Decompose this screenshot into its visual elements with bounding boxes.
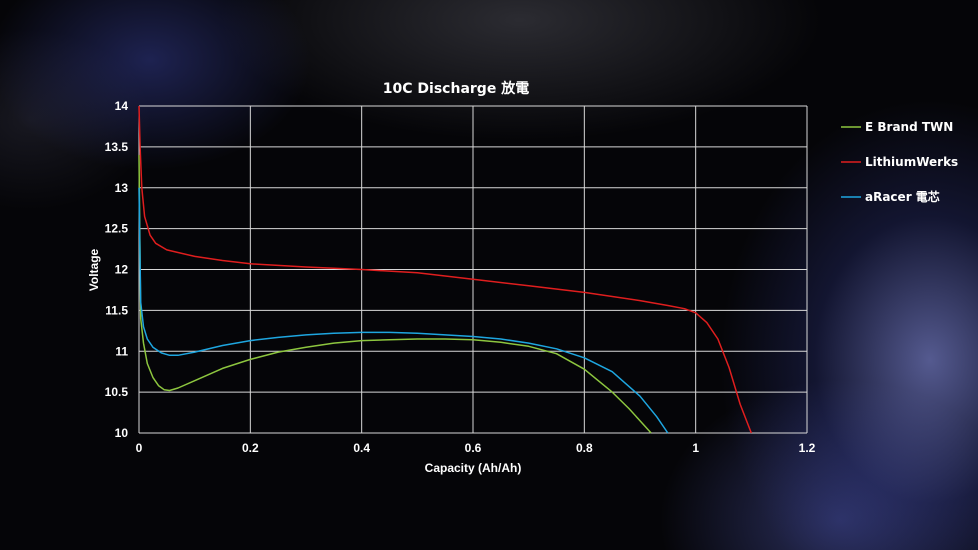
x-axis-label: Capacity (Ah/Ah) <box>425 461 522 475</box>
x-tick-label: 0.8 <box>576 441 593 455</box>
x-tick-label: 0.2 <box>242 441 259 455</box>
x-tick-label: 1.2 <box>799 441 816 455</box>
y-tick-label: 10 <box>115 426 129 440</box>
x-tick-label: 0 <box>136 441 143 455</box>
y-tick-label: 10.5 <box>105 385 129 399</box>
y-axis-label: Voltage <box>87 248 101 291</box>
series-line <box>138 187 669 434</box>
series-line <box>138 154 652 434</box>
y-tick-label: 13 <box>115 181 129 195</box>
y-tick-label: 13.5 <box>105 140 129 154</box>
chart-title: 10C Discharge 放電 <box>383 80 529 97</box>
y-tick-label: 12 <box>115 263 129 277</box>
series-line <box>138 105 752 434</box>
y-tick-label: 11 <box>115 344 128 358</box>
legend: E Brand TWN LithiumWerks aRacer 電芯 <box>841 120 958 204</box>
x-axis-ticks: 0 0.2 0.4 0.6 0.8 1 1.2 <box>136 441 816 455</box>
x-tick-label: 0.4 <box>353 441 370 455</box>
y-axis-ticks: 10 10.5 11 11.5 12 12.5 13 13.5 14 <box>105 99 129 440</box>
y-tick-label: 14 <box>115 99 129 113</box>
series-lines <box>138 105 752 434</box>
legend-label: E Brand TWN <box>865 120 953 134</box>
grid <box>138 105 808 434</box>
legend-label: aRacer 電芯 <box>865 189 940 204</box>
x-tick-label: 0.6 <box>465 441 482 455</box>
legend-label: LithiumWerks <box>865 155 958 169</box>
x-tick-label: 1 <box>692 441 699 455</box>
y-tick-label: 12.5 <box>105 222 129 236</box>
y-tick-label: 11.5 <box>105 303 128 317</box>
